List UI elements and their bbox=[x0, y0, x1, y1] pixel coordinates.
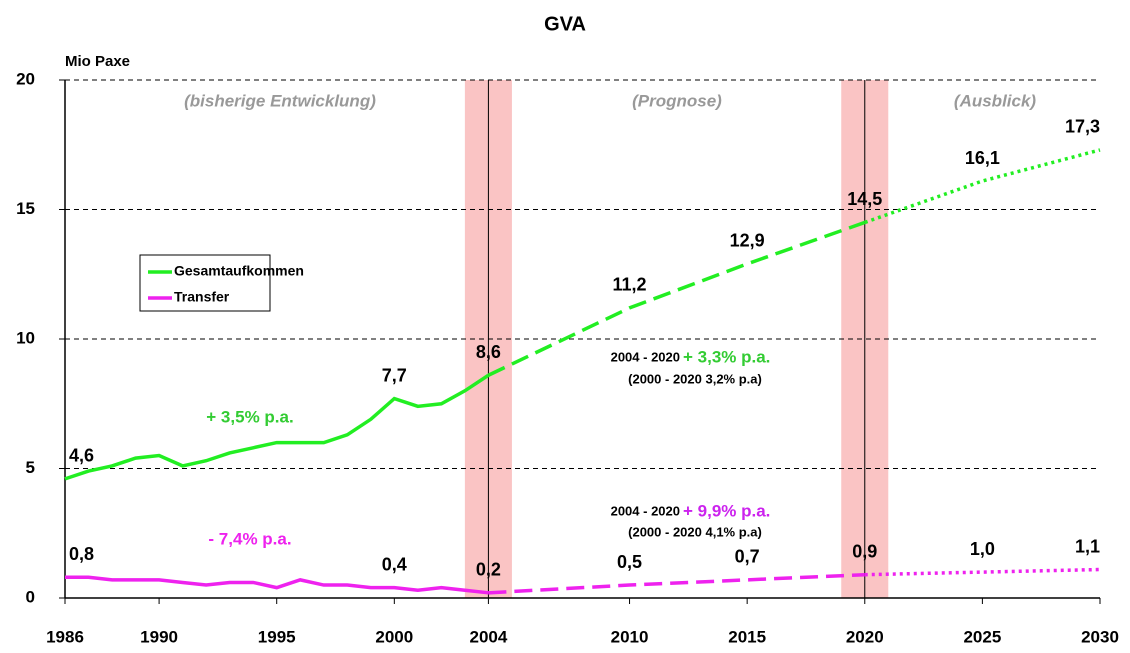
data-label: 1,0 bbox=[970, 539, 995, 559]
data-label: 11,2 bbox=[613, 275, 647, 295]
series-line bbox=[864, 567, 1101, 577]
data-label: 0,9 bbox=[852, 541, 877, 561]
annotation: (Prognose) bbox=[632, 91, 722, 110]
data-label: 16,1 bbox=[965, 148, 1000, 168]
series-line bbox=[864, 148, 1101, 225]
y-tick-label: 0 bbox=[26, 587, 35, 606]
data-label: 0,4 bbox=[382, 554, 407, 574]
chart-title: GVA bbox=[544, 13, 586, 35]
legend-box bbox=[139, 254, 271, 312]
annotation: + 9,9% p.a. bbox=[683, 501, 770, 520]
annotation: (2000 - 2020 3,2% p.a) bbox=[628, 371, 762, 386]
annotation: (2000 - 2020 4,1% p.a) bbox=[628, 524, 762, 539]
series-line bbox=[64, 373, 490, 481]
annotation: (Ausblick) bbox=[954, 91, 1037, 110]
x-tick-label: 2015 bbox=[728, 627, 766, 646]
data-label: 1,1 bbox=[1075, 536, 1100, 556]
data-label: 17,3 bbox=[1065, 117, 1100, 137]
annotation: 2004 - 2020 bbox=[611, 349, 680, 364]
series-line bbox=[488, 572, 865, 595]
y-tick-label: 15 bbox=[16, 199, 35, 218]
x-tick-label: 1995 bbox=[258, 627, 296, 646]
data-label: 0,7 bbox=[735, 547, 760, 567]
data-label: 7,7 bbox=[382, 365, 407, 385]
legend-label: Gesamtaufkommen bbox=[174, 263, 304, 279]
x-tick-label: 1990 bbox=[140, 627, 178, 646]
y-tick-label: 5 bbox=[26, 458, 35, 477]
data-label: 0,5 bbox=[617, 552, 642, 572]
data-label: 4,6 bbox=[69, 446, 94, 466]
y-tick-label: 10 bbox=[16, 328, 35, 347]
data-label: 14,5 bbox=[847, 189, 882, 209]
series-line bbox=[487, 220, 866, 377]
x-tick-label: 2025 bbox=[963, 627, 1001, 646]
data-label: 0,8 bbox=[69, 544, 94, 564]
x-tick-label: 2030 bbox=[1081, 627, 1119, 646]
data-label: 12,9 bbox=[730, 231, 765, 251]
y-axis-label: Mio Paxe bbox=[65, 53, 130, 70]
annotation: + 3,3% p.a. bbox=[683, 347, 770, 366]
x-tick-label: 2020 bbox=[846, 627, 884, 646]
series-line bbox=[65, 575, 489, 595]
y-tick-label: 20 bbox=[16, 69, 35, 88]
x-tick-label: 2000 bbox=[375, 627, 413, 646]
annotation: 2004 - 2020 bbox=[611, 503, 680, 518]
x-tick-label: 2010 bbox=[611, 627, 649, 646]
x-tick-label: 2004 bbox=[469, 627, 507, 646]
annotation: (bisherige Entwicklung) bbox=[184, 91, 376, 110]
x-tick-label: 1986 bbox=[46, 627, 84, 646]
data-label: 0,2 bbox=[476, 560, 501, 580]
data-label: 8,6 bbox=[476, 342, 501, 362]
annotation: + 3,5% p.a. bbox=[206, 407, 293, 426]
legend-label: Transfer bbox=[174, 289, 230, 305]
annotation: - 7,4% p.a. bbox=[208, 529, 291, 548]
